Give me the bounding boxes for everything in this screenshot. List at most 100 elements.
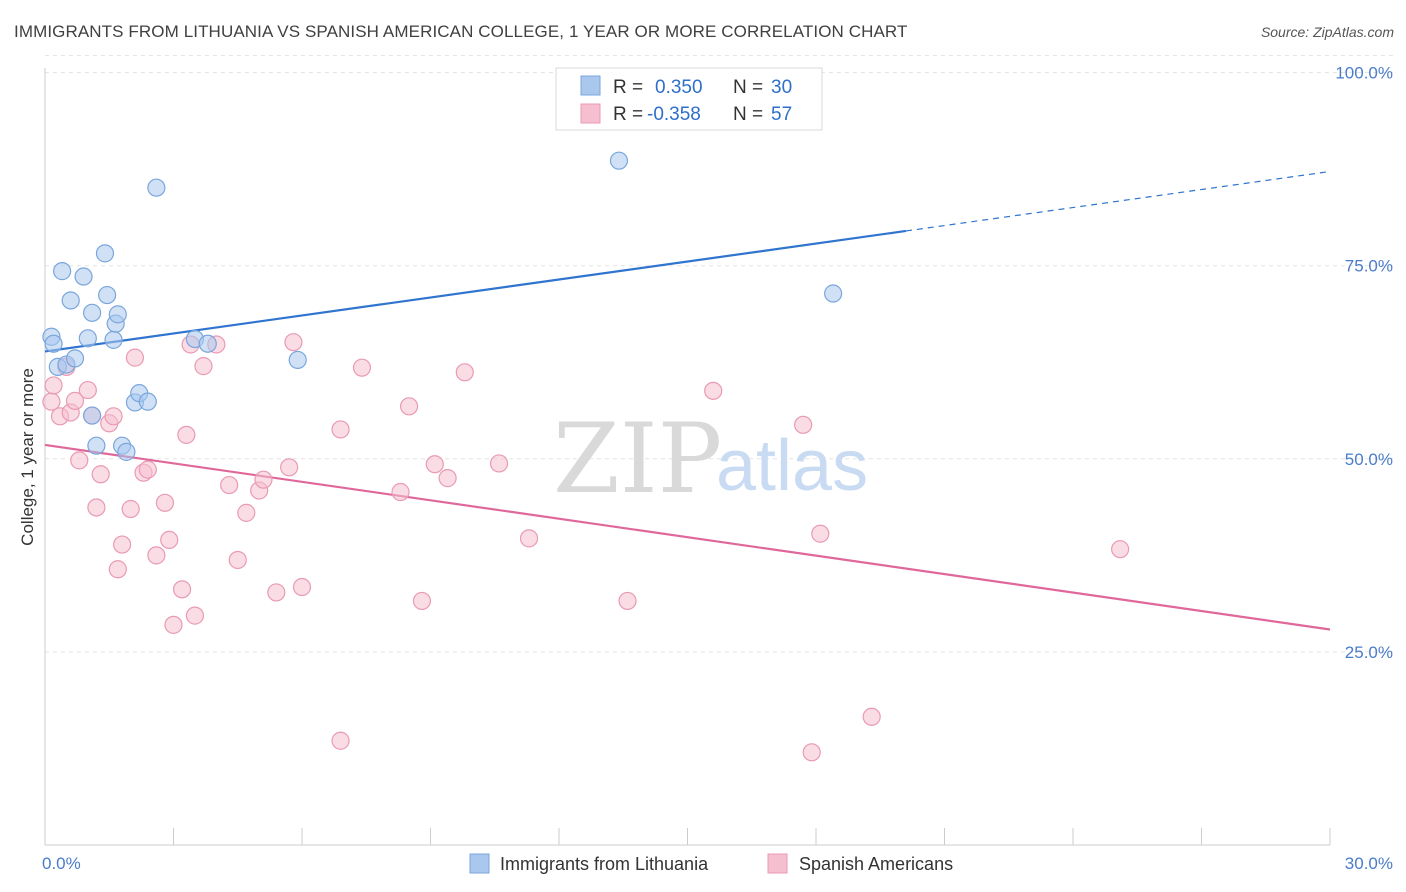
data-point-spanish (438, 469, 457, 488)
data-point-spanish (519, 529, 539, 548)
data-point-spanish (87, 498, 106, 517)
y-tick-label: 50.0% (1345, 450, 1393, 469)
data-point-lithuania (78, 329, 97, 348)
data-point-spanish (254, 470, 273, 489)
data-point-lithuania (87, 436, 106, 455)
legend-r-label-2: R = (613, 104, 643, 125)
data-point-spanish (185, 606, 205, 625)
data-point-spanish (862, 707, 881, 726)
series-immigrants-lithuania (42, 151, 843, 461)
legend-n-value-2: 57 (771, 104, 792, 125)
data-point-spanish (412, 591, 432, 611)
data-point-lithuania (609, 151, 629, 170)
data-point-lithuania (98, 285, 117, 305)
legend-r-value-2: -0.358 (647, 104, 701, 125)
data-point-spanish (177, 425, 196, 444)
legend-r-value-1: 0.350 (655, 77, 703, 98)
data-point-lithuania (95, 244, 115, 263)
data-point-lithuania (44, 334, 63, 353)
data-point-spanish (794, 415, 813, 434)
bottom-legend-swatch-pink (767, 853, 788, 874)
series-spanish-americans (42, 333, 1130, 762)
bottom-legend-label-spanish: Spanish Americans (799, 854, 953, 874)
y-tick-label: 100.0% (1335, 64, 1393, 83)
watermark-atlas: atlas (716, 426, 868, 506)
data-point-spanish (618, 591, 637, 611)
source-label: Source: ZipAtlas.com (1260, 24, 1394, 40)
data-point-spanish (704, 381, 723, 400)
data-point-lithuania (824, 284, 843, 303)
y-axis-tick-labels: 25.0% 50.0% 75.0% 100.0% (1335, 64, 1393, 662)
data-point-spanish (70, 451, 89, 470)
data-point-spanish (112, 535, 132, 554)
trend-line-lithuania (44, 229, 907, 353)
data-point-spanish (267, 583, 286, 602)
data-point-spanish (331, 731, 350, 750)
data-point-spanish (138, 460, 157, 479)
legend-n-label-1: N = (733, 77, 763, 98)
data-point-spanish (91, 465, 110, 484)
data-point-spanish (280, 458, 299, 477)
data-point-spanish (125, 348, 145, 367)
data-point-spanish (172, 580, 192, 599)
data-point-lithuania (104, 330, 123, 349)
data-point-lithuania (61, 291, 80, 310)
trend-line-lithuania-extension (905, 170, 1331, 232)
legend-swatch-pink (580, 103, 601, 124)
data-point-spanish (220, 475, 239, 495)
data-point-spanish (292, 577, 312, 597)
data-point-lithuania (53, 262, 72, 281)
data-point-spanish (811, 524, 830, 543)
y-tick-label: 75.0% (1345, 257, 1393, 276)
bottom-legend-swatch-blue (469, 853, 490, 874)
data-point-spanish (331, 420, 350, 439)
data-point-spanish (42, 392, 61, 411)
data-point-lithuania (83, 406, 102, 425)
legend-n-label-2: N = (733, 104, 763, 125)
legend-r-label-1: R = (613, 77, 643, 98)
data-point-spanish (155, 493, 175, 512)
data-point-lithuania (198, 334, 217, 353)
data-point-spanish (228, 550, 247, 570)
data-point-lithuania (74, 267, 93, 286)
data-point-spanish (399, 397, 419, 416)
bottom-legend-label-lithuania: Immigrants from Lithuania (500, 854, 709, 874)
data-point-spanish (425, 455, 444, 474)
data-point-spanish (194, 357, 213, 376)
data-point-lithuania (288, 350, 307, 370)
grid-lines (45, 55, 1393, 653)
data-point-spanish (391, 482, 410, 502)
data-point-spanish (121, 499, 140, 519)
legend-swatch-blue (580, 75, 601, 96)
data-point-spanish (1111, 540, 1130, 559)
data-point-spanish (78, 380, 97, 400)
y-tick-label: 25.0% (1345, 643, 1393, 662)
data-point-spanish (164, 615, 183, 634)
data-point-lithuania (65, 349, 85, 368)
data-point-spanish (160, 530, 179, 550)
data-point-spanish (44, 376, 63, 395)
x-tick-label-min: 0.0% (42, 854, 81, 873)
data-point-spanish (237, 503, 256, 522)
data-point-lithuania (108, 305, 127, 324)
legend-n-value-1: 30 (771, 77, 792, 98)
data-point-spanish (104, 407, 123, 426)
chart-title: IMMIGRANTS FROM LITHUANIA VS SPANISH AME… (14, 22, 908, 41)
x-axis-ticks (173, 828, 1331, 845)
data-point-spanish (284, 333, 303, 352)
data-point-lithuania (147, 178, 166, 197)
x-tick-label-max: 30.0% (1345, 854, 1393, 873)
data-point-lithuania (83, 303, 102, 322)
data-point-lithuania (138, 392, 157, 411)
data-point-spanish (352, 358, 372, 377)
data-point-lithuania (117, 442, 136, 461)
data-point-spanish (455, 363, 474, 382)
y-axis-title: College, 1 year or more (18, 368, 37, 546)
data-point-spanish (147, 546, 166, 565)
data-point-spanish (65, 391, 85, 410)
data-point-spanish (489, 454, 509, 473)
watermark-zip: ZIP (553, 403, 722, 515)
series-legend: Immigrants from Lithuania Spanish Americ… (469, 853, 953, 874)
stats-legend: R = 0.350 N = 30 R = -0.358 N = 57 (555, 67, 823, 131)
